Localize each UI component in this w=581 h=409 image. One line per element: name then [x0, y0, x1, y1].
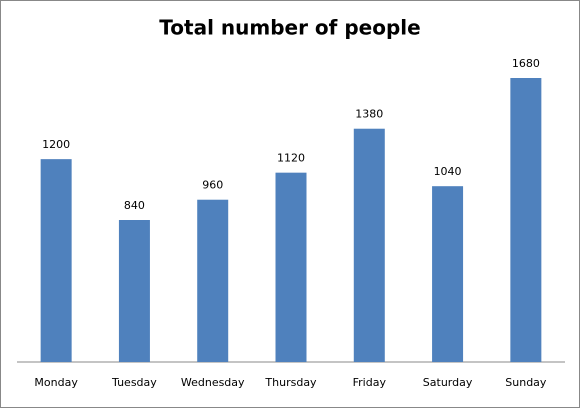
x-tick-label: Tuesday: [111, 376, 157, 389]
chart-title: Total number of people: [159, 16, 420, 40]
data-label: 840: [124, 199, 145, 212]
x-tick-label: Sunday: [505, 376, 547, 389]
x-tick-label: Friday: [353, 376, 387, 389]
data-label: 1380: [355, 108, 383, 121]
bar: [353, 128, 385, 362]
data-label: 960: [202, 179, 223, 192]
bar: [197, 199, 229, 362]
data-label: 1040: [434, 165, 462, 178]
x-tick-label: Thursday: [264, 376, 317, 389]
x-tick-label: Saturday: [423, 376, 473, 389]
data-label: 1120: [277, 152, 305, 165]
bar: [432, 186, 464, 362]
x-tick-label: Wednesday: [181, 376, 245, 389]
data-label: 1200: [42, 138, 70, 151]
bar: [275, 172, 307, 362]
x-tick-label: Monday: [34, 376, 78, 389]
bar: [118, 220, 150, 362]
bar: [510, 78, 542, 362]
bar: [40, 159, 72, 362]
data-label: 1680: [512, 57, 540, 70]
